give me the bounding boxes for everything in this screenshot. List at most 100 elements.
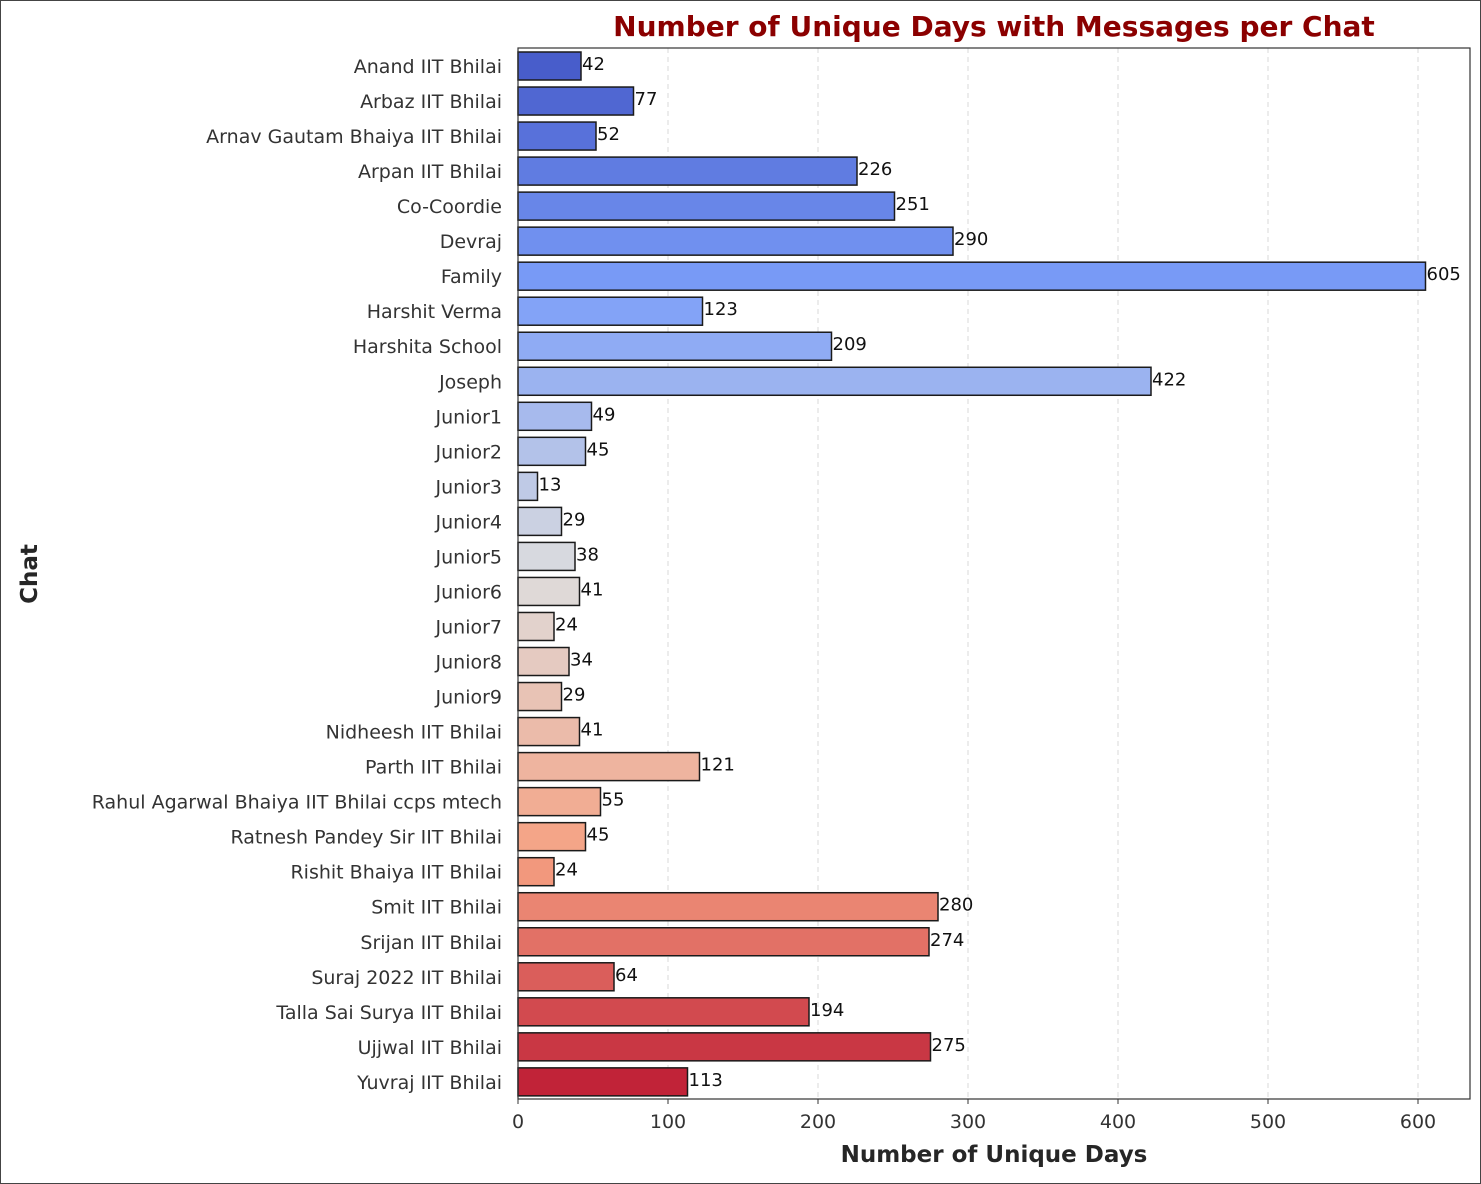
- y-tick-label: Nidheesh IIT Bhilai: [326, 722, 502, 744]
- data-label: 77: [635, 89, 658, 110]
- data-label: 49: [593, 404, 616, 425]
- data-label: 605: [1427, 264, 1461, 285]
- data-label: 52: [597, 124, 620, 145]
- bar: [517, 646, 570, 677]
- y-tick-label: Parth IIT Bhilai: [365, 757, 502, 779]
- data-label: 274: [930, 930, 964, 951]
- data-label: 275: [932, 1035, 966, 1056]
- data-label: 29: [563, 509, 586, 530]
- data-label: 45: [587, 439, 610, 460]
- bar: [517, 856, 555, 887]
- bar: [517, 927, 930, 957]
- data-label: 64: [615, 965, 638, 986]
- bar: [517, 962, 615, 992]
- bar: [517, 821, 587, 852]
- y-tick-label: Junior4: [435, 511, 503, 533]
- x-tick-labels: 0 100 200 300 400 500 600: [512, 1099, 1436, 1133]
- x-tick-label: 600: [1400, 1111, 1436, 1133]
- x-tick-label: 0: [512, 1111, 524, 1133]
- bar: [517, 1067, 689, 1097]
- bar: [517, 86, 635, 116]
- data-label: 24: [555, 614, 578, 635]
- x-tick-label: 100: [650, 1111, 686, 1133]
- data-label: 123: [704, 299, 738, 320]
- y-tick-label: Arnav Gautam Bhaiya IIT Bhilai: [206, 126, 502, 148]
- y-tick-label: Arpan IIT Bhilai: [358, 161, 502, 183]
- data-label: 42: [582, 54, 605, 75]
- bar: [517, 436, 587, 467]
- y-tick-label: Joseph: [438, 371, 502, 393]
- bar: [517, 997, 810, 1027]
- y-tick-label: Family: [441, 266, 502, 288]
- data-label: 194: [810, 1000, 844, 1021]
- bar: [517, 541, 576, 572]
- y-tick-label: Junior5: [435, 546, 503, 568]
- bar: [517, 121, 597, 151]
- y-tick-labels: Anand IIT Bhilai Arbaz IIT Bhilai Arnav Ga…: [92, 56, 502, 1094]
- y-tick-label: Junior1: [435, 406, 503, 428]
- data-label: 55: [602, 790, 625, 811]
- y-axis-label: Chat: [17, 544, 43, 604]
- bar: [517, 471, 539, 502]
- bar: [517, 331, 833, 361]
- y-tick-label: Talla Sai Surya IIT Bhilai: [275, 1002, 502, 1024]
- bar: [517, 401, 593, 432]
- y-tick-label: Yuvraj IIT Bhilai: [356, 1072, 502, 1094]
- data-label: 34: [570, 650, 593, 671]
- x-axis-label: Number of Unique Days: [841, 1142, 1148, 1168]
- bar: [517, 576, 581, 607]
- y-tick-label: Ujjwal IIT Bhilai: [358, 1037, 502, 1059]
- data-label: 24: [555, 860, 578, 881]
- data-label: 29: [563, 685, 586, 706]
- data-label: 113: [689, 1070, 723, 1091]
- bar: [517, 1032, 932, 1062]
- bar: [517, 611, 555, 642]
- data-label: 41: [581, 720, 604, 741]
- y-tick-label: Harshita School: [353, 336, 502, 358]
- y-tick-label: Junior3: [435, 476, 503, 498]
- y-tick-label: Rahul Agarwal Bhaiya IIT Bhilai ccps mte…: [92, 792, 502, 814]
- y-tick-label: Smit IIT Bhilai: [371, 897, 502, 919]
- y-tick-label: Rishit Bhaiya IIT Bhilai: [290, 862, 502, 884]
- bar: [517, 296, 704, 326]
- data-label: 45: [587, 825, 610, 846]
- data-label: 226: [858, 159, 892, 180]
- y-tick-label: Junior6: [435, 581, 503, 603]
- data-label: 209: [833, 334, 867, 355]
- bar: [517, 366, 1152, 397]
- y-tick-label: Anand IIT Bhilai: [354, 56, 502, 78]
- y-tick-label: Junior2: [435, 441, 503, 463]
- data-label: 251: [896, 194, 930, 215]
- data-label: 121: [701, 755, 735, 776]
- data-label: 13: [539, 474, 562, 495]
- bar: [517, 716, 581, 747]
- bar: [517, 261, 1427, 291]
- y-tick-label: Harshit Verma: [367, 301, 502, 323]
- y-tick-label: Junior9: [435, 687, 503, 709]
- grid-lines: [517, 48, 1419, 1099]
- chart-title: Number of Unique Days with Messages per …: [613, 10, 1375, 43]
- bar: [517, 51, 582, 81]
- data-label: 38: [576, 544, 599, 565]
- y-tick-label: Arbaz IIT Bhilai: [360, 91, 502, 113]
- bars: [517, 51, 1427, 1097]
- bar: [517, 681, 563, 712]
- x-tick-label: 500: [1250, 1111, 1286, 1133]
- x-tick-label: 300: [950, 1111, 986, 1133]
- y-tick-label: Junior8: [435, 652, 503, 674]
- data-label: 41: [581, 579, 604, 600]
- y-tick-label: Srijan IIT Bhilai: [360, 932, 502, 954]
- y-tick-label: Suraj 2022 IIT Bhilai: [311, 967, 502, 989]
- y-tick-label: Ratnesh Pandey Sir IIT Bhilai: [230, 827, 502, 849]
- bar: [517, 156, 858, 186]
- bar: [517, 506, 563, 537]
- plot-frame: [517, 47, 1471, 1100]
- data-label: 280: [939, 895, 973, 916]
- bar: [517, 786, 602, 817]
- x-tick-label: 400: [1100, 1111, 1136, 1133]
- bar: [517, 751, 701, 782]
- y-tick-label: Devraj: [440, 231, 502, 253]
- data-label: 422: [1152, 369, 1186, 390]
